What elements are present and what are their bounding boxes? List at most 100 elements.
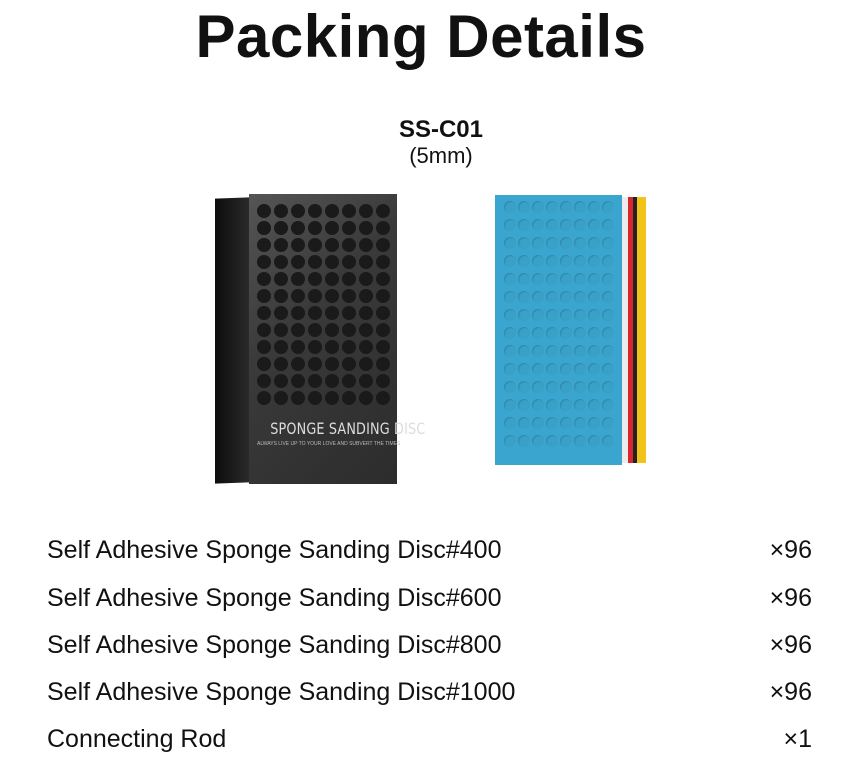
dot (273, 306, 288, 320)
item-qty: ×96 (769, 631, 812, 659)
dot (573, 417, 586, 429)
dot (307, 323, 322, 337)
dot (324, 238, 339, 252)
dot (358, 272, 373, 286)
dot (517, 291, 530, 303)
dot (324, 391, 339, 405)
dot (503, 417, 516, 429)
dot (587, 327, 600, 339)
dot (587, 363, 600, 375)
dot (273, 357, 288, 371)
dot (358, 340, 373, 354)
dot (273, 272, 288, 286)
dot (273, 221, 288, 235)
dot (545, 237, 558, 249)
dot (573, 201, 586, 213)
dot (375, 272, 390, 286)
dot (290, 255, 305, 269)
dot (531, 291, 544, 303)
dot (601, 201, 614, 213)
dot (324, 323, 339, 337)
dot (601, 255, 614, 267)
box-front: SPONGE SANDING DISC ALWAYS LIVE UP TO YO… (249, 194, 425, 484)
dot (587, 381, 600, 393)
dot (559, 255, 572, 267)
dot (573, 255, 586, 267)
dot (256, 289, 271, 303)
dot (573, 399, 586, 411)
dot (573, 327, 586, 339)
dot (573, 219, 586, 231)
sponge-layer-red (627, 197, 633, 463)
dot (307, 204, 322, 218)
dot (358, 204, 373, 218)
dot (545, 309, 558, 321)
dot (503, 255, 516, 267)
dot (531, 237, 544, 249)
dot (573, 291, 586, 303)
dot (341, 238, 356, 252)
dot (531, 309, 544, 321)
dot (531, 219, 544, 231)
dot (517, 327, 530, 339)
dot (573, 381, 586, 393)
dot (256, 272, 271, 286)
dot (375, 221, 390, 235)
dot (517, 309, 530, 321)
dot (503, 345, 516, 357)
dot (517, 255, 530, 267)
dot (290, 391, 305, 405)
dot (307, 340, 322, 354)
box-side (215, 197, 249, 484)
dot (601, 363, 614, 375)
dot (601, 309, 614, 321)
dot (256, 221, 271, 235)
dot (324, 340, 339, 354)
dot (545, 345, 558, 357)
dot (531, 273, 544, 285)
dot (587, 273, 600, 285)
dot (273, 323, 288, 337)
dot (517, 399, 530, 411)
dot (256, 323, 271, 337)
dot (256, 374, 271, 388)
dot (375, 374, 390, 388)
dot (273, 374, 288, 388)
dot (559, 345, 572, 357)
dot (531, 417, 544, 429)
item-name: Self Adhesive Sponge Sanding Disc#600 (47, 584, 502, 612)
list-item: Self Adhesive Sponge Sanding Disc#800 ×96 (47, 631, 812, 660)
dot (273, 238, 288, 252)
dot (517, 417, 530, 429)
dot (341, 391, 356, 405)
dot (601, 399, 614, 411)
sponge-blue-face (495, 195, 622, 465)
dot (559, 417, 572, 429)
dot (375, 391, 390, 405)
dot (531, 381, 544, 393)
dot (503, 381, 516, 393)
dot (290, 272, 305, 286)
dot (545, 363, 558, 375)
dot (517, 237, 530, 249)
dot (559, 363, 572, 375)
dot (256, 306, 271, 320)
dot (531, 201, 544, 213)
dot (573, 435, 586, 447)
dot (307, 255, 322, 269)
dot (517, 201, 530, 213)
dot (601, 381, 614, 393)
dot (573, 273, 586, 285)
dot (307, 289, 322, 303)
dot (358, 357, 373, 371)
dot (290, 374, 305, 388)
dot (587, 291, 600, 303)
dot (290, 289, 305, 303)
dot (503, 273, 516, 285)
dot (341, 357, 356, 371)
dot (341, 204, 356, 218)
dot (545, 273, 558, 285)
dot (273, 391, 288, 405)
dot (503, 435, 516, 447)
